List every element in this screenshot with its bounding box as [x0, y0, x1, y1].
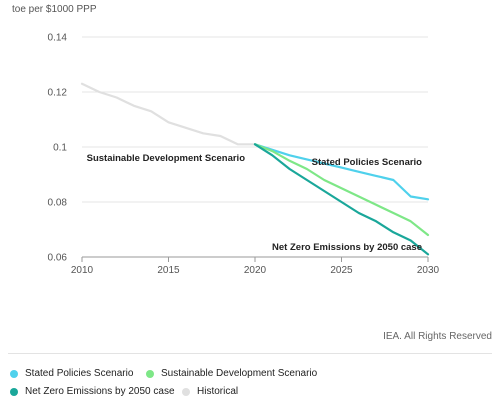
- legend-item-historical[interactable]: Historical: [182, 386, 238, 397]
- legend-label: Stated Policies Scenario: [25, 368, 134, 379]
- credit-text: IEA. All Rights Reserved: [383, 331, 492, 342]
- legend-item-sustainable-development[interactable]: Sustainable Development Scenario: [146, 368, 317, 379]
- y-tick-label: 0.1: [53, 143, 67, 154]
- legend-label: Net Zero Emissions by 2050 case: [25, 386, 175, 397]
- legend-item-stated-policies[interactable]: Stated Policies Scenario: [10, 368, 133, 379]
- annotations: Sustainable Development Scenario Stated P…: [87, 153, 423, 253]
- y-tick-label: 0.08: [48, 198, 68, 209]
- legend-swatch: [10, 387, 18, 396]
- series-line-stated-policies-scenario: [253, 143, 430, 201]
- series-line-net-zero-emissions-by-2050-case: [253, 143, 430, 256]
- x-axis: 2010 2015 2020 2025 2030: [71, 256, 440, 276]
- series-lines: [80, 82, 430, 256]
- y-tick-labels: 0.06 0.08 0.1 0.12 0.14: [48, 33, 68, 264]
- x-tick-label: 2020: [244, 265, 267, 276]
- series-line-historical: [80, 82, 257, 146]
- annotation-label: Sustainable Development Scenario: [87, 153, 246, 164]
- y-tick-label: 0.12: [48, 88, 68, 99]
- y-tick-label: 0.06: [48, 253, 68, 264]
- legend-label: Sustainable Development Scenario: [161, 368, 318, 379]
- y-axis-label: toe per $1000 PPP: [12, 4, 97, 15]
- y-tick-label: 0.14: [48, 33, 68, 44]
- annotation-label: Net Zero Emissions by 2050 case: [272, 242, 422, 253]
- legend-swatch: [146, 369, 154, 378]
- x-tick-label: 2030: [417, 265, 440, 276]
- legend-label: Historical: [197, 386, 239, 397]
- series-line-sustainable-development-scenario: [253, 143, 430, 237]
- legend-item-net-zero[interactable]: Net Zero Emissions by 2050 case: [10, 386, 175, 397]
- grid-lines: [82, 36, 428, 203]
- legend-swatch: [182, 387, 190, 396]
- annotation-label: Stated Policies Scenario: [312, 157, 423, 168]
- legend-separator: [8, 353, 492, 354]
- x-tick-label: 2025: [330, 265, 353, 276]
- line-chart: 0.06 0.08 0.1 0.12 0.14 2010 2015 2020 2025 2030…: [48, 33, 440, 277]
- legend-swatch: [10, 369, 18, 378]
- x-tick-label: 2010: [71, 265, 94, 276]
- x-tick-label: 2015: [157, 265, 180, 276]
